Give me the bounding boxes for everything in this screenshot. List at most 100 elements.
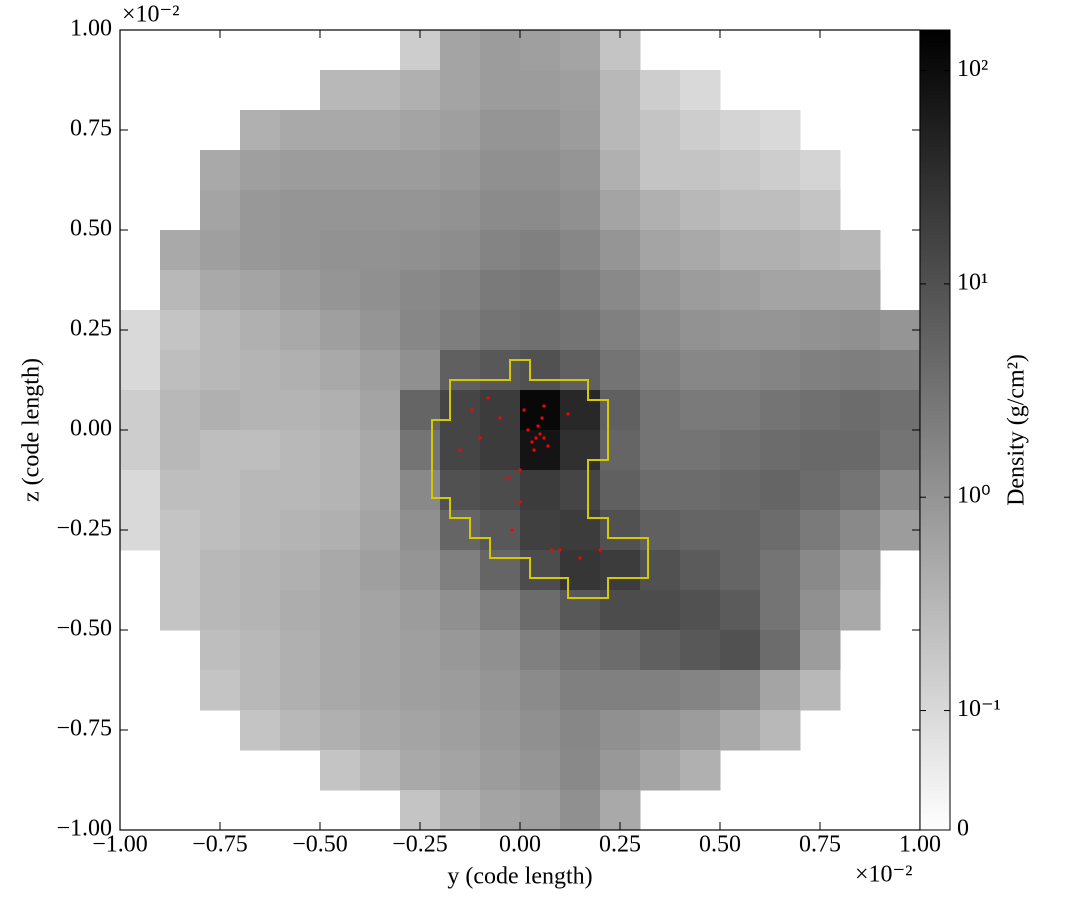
- density-cell: [760, 390, 801, 431]
- colorbar-step: [920, 66, 950, 71]
- density-cell: [480, 470, 521, 511]
- colorbar-step: [920, 658, 950, 663]
- density-cell: [840, 550, 881, 591]
- colorbar-step: [920, 626, 950, 631]
- density-cell: [360, 550, 401, 591]
- density-cell: [600, 670, 641, 711]
- density-cell: [360, 430, 401, 471]
- density-cell: [480, 590, 521, 631]
- density-cell: [160, 350, 201, 391]
- particle: [566, 412, 570, 416]
- colorbar-step: [920, 150, 950, 155]
- particle: [510, 528, 514, 532]
- density-cell: [760, 670, 801, 711]
- y-tick-label: 0.50: [70, 216, 112, 242]
- colorbar-step: [920, 726, 950, 731]
- density-cell: [720, 390, 761, 431]
- density-cell: [600, 550, 641, 591]
- density-cell: [440, 110, 481, 151]
- colorbar-step: [920, 590, 950, 595]
- colorbar-step: [920, 562, 950, 567]
- density-cell: [440, 390, 481, 431]
- colorbar-step: [920, 214, 950, 219]
- density-cell: [720, 190, 761, 231]
- density-cell: [480, 30, 521, 71]
- density-cell: [680, 310, 721, 351]
- density-cell: [360, 70, 401, 111]
- density-cell: [480, 230, 521, 271]
- density-cell: [840, 270, 881, 311]
- x-tick-label: 0.00: [499, 832, 541, 858]
- colorbar-step: [920, 654, 950, 659]
- density-cell: [600, 270, 641, 311]
- density-cell: [320, 470, 361, 511]
- density-cell: [480, 550, 521, 591]
- colorbar-step: [920, 298, 950, 303]
- density-cell: [520, 390, 561, 431]
- colorbar-step: [920, 502, 950, 507]
- density-cell: [320, 590, 361, 631]
- colorbar-step: [920, 822, 950, 827]
- density-cell: [840, 390, 881, 431]
- colorbar-step: [920, 642, 950, 647]
- density-cell: [680, 710, 721, 751]
- density-cell: [480, 350, 521, 391]
- x-tick-label: 0.50: [699, 832, 741, 858]
- density-cell: [640, 230, 681, 271]
- colorbar-step: [920, 814, 950, 819]
- density-cell: [520, 30, 561, 71]
- colorbar-step: [920, 698, 950, 703]
- density-cell: [520, 630, 561, 671]
- colorbar-step: [920, 546, 950, 551]
- density-cell: [560, 270, 601, 311]
- density-cell: [320, 310, 361, 351]
- density-cell: [240, 510, 281, 551]
- density-cell: [600, 150, 641, 191]
- density-cell: [760, 590, 801, 631]
- density-cell: [400, 150, 441, 191]
- density-cell: [840, 230, 881, 271]
- colorbar-step: [920, 198, 950, 203]
- colorbar-step: [920, 310, 950, 315]
- colorbar-step: [920, 558, 950, 563]
- density-cell: [400, 630, 441, 671]
- colorbar-step: [920, 126, 950, 131]
- density-cell: [160, 430, 201, 471]
- density-cell: [680, 550, 721, 591]
- density-cell: [720, 510, 761, 551]
- density-cell: [440, 30, 481, 71]
- x-tick-label: −0.25: [392, 832, 448, 858]
- density-cell: [640, 550, 681, 591]
- y-tick-label: −0.25: [56, 516, 112, 542]
- colorbar-step: [920, 234, 950, 239]
- y-tick-label: −0.75: [56, 716, 112, 742]
- colorbar-step: [920, 330, 950, 335]
- density-cell: [560, 590, 601, 631]
- density-cell: [880, 390, 921, 431]
- colorbar-tick-label: 10²: [957, 56, 988, 82]
- density-cell: [120, 430, 161, 471]
- colorbar-step: [920, 390, 950, 395]
- density-cell: [720, 110, 761, 151]
- density-cell: [280, 510, 321, 551]
- density-cell: [800, 630, 841, 671]
- colorbar-step: [920, 86, 950, 91]
- density-cell: [600, 470, 641, 511]
- density-cell: [320, 150, 361, 191]
- density-cell: [760, 270, 801, 311]
- colorbar-step: [920, 806, 950, 811]
- x-tick-label: 0.75: [799, 832, 841, 858]
- colorbar-step: [920, 354, 950, 359]
- colorbar-step: [920, 118, 950, 123]
- x-axis-label: y (code length): [447, 864, 592, 890]
- colorbar-step: [920, 426, 950, 431]
- colorbar-step: [920, 134, 950, 139]
- colorbar-step: [920, 46, 950, 51]
- y-tick-label: 0.75: [70, 116, 112, 142]
- colorbar-step: [920, 550, 950, 555]
- colorbar-step: [920, 178, 950, 183]
- colorbar-step: [920, 342, 950, 347]
- colorbar-step: [920, 202, 950, 207]
- density-cell: [720, 470, 761, 511]
- colorbar-step: [920, 70, 950, 75]
